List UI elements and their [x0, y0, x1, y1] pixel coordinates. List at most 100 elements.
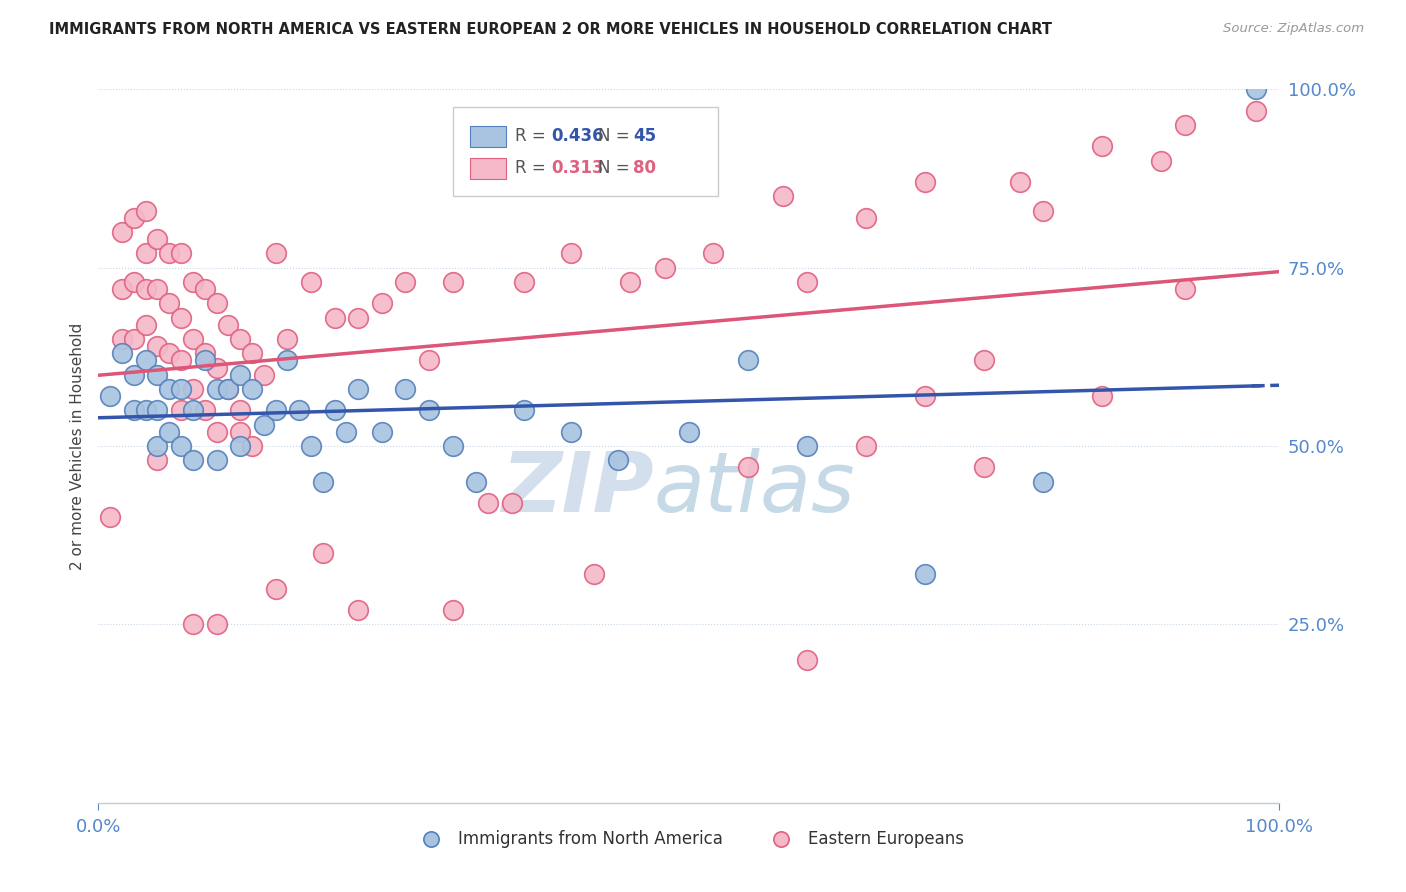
Point [181, 275, 204, 289]
Point [1091, 389, 1114, 403]
Point [702, 246, 724, 260]
Point [335, 425, 357, 439]
Point [264, 582, 287, 596]
Point [394, 382, 416, 396]
Point [146, 282, 169, 296]
Text: R =: R = [516, 128, 551, 145]
Point [229, 403, 252, 417]
Point [146, 339, 169, 353]
Point [205, 360, 228, 375]
Point [1008, 175, 1031, 189]
Point [560, 246, 582, 260]
Y-axis label: 2 or more Vehicles in Household: 2 or more Vehicles in Household [69, 322, 84, 570]
Point [122, 332, 145, 346]
Point [194, 403, 217, 417]
Point [299, 439, 322, 453]
Point [217, 318, 239, 332]
Point [441, 275, 464, 289]
Point [312, 475, 335, 489]
FancyBboxPatch shape [453, 107, 718, 196]
Point [122, 403, 145, 417]
Point [1150, 153, 1173, 168]
Point [418, 353, 440, 368]
Point [170, 246, 193, 260]
Point [122, 275, 145, 289]
Point [157, 425, 180, 439]
Point [276, 332, 298, 346]
Point [1032, 203, 1054, 218]
Point [194, 353, 217, 368]
Point [146, 439, 169, 453]
Point [914, 175, 936, 189]
Point [253, 368, 276, 382]
Point [737, 353, 759, 368]
Text: IMMIGRANTS FROM NORTH AMERICA VS EASTERN EUROPEAN 2 OR MORE VEHICLES IN HOUSEHOL: IMMIGRANTS FROM NORTH AMERICA VS EASTERN… [49, 22, 1052, 37]
Point [323, 403, 346, 417]
Point [1032, 475, 1054, 489]
Point [194, 346, 217, 360]
Point [619, 275, 641, 289]
Point [312, 546, 335, 560]
Point [299, 275, 322, 289]
Point [1244, 103, 1267, 118]
Point [737, 460, 759, 475]
Point [111, 282, 134, 296]
Point [135, 318, 157, 332]
Text: 80: 80 [634, 160, 657, 178]
Point [288, 403, 311, 417]
Point [229, 439, 252, 453]
Text: N =: N = [598, 128, 636, 145]
Text: ZIP: ZIP [501, 449, 654, 529]
Point [347, 382, 370, 396]
Point [1244, 82, 1267, 96]
Point [146, 453, 169, 467]
Point [111, 346, 134, 360]
Point [371, 425, 394, 439]
Text: 0.313: 0.313 [551, 160, 603, 178]
Point [194, 282, 217, 296]
Point [855, 211, 877, 225]
Point [157, 246, 180, 260]
Point [157, 296, 180, 310]
Point [796, 275, 818, 289]
Point [240, 346, 263, 360]
Point [347, 310, 370, 325]
Point [205, 617, 228, 632]
Point [560, 425, 582, 439]
Point [170, 310, 193, 325]
Point [111, 332, 134, 346]
Point [512, 275, 534, 289]
Point [217, 382, 239, 396]
Point [157, 346, 180, 360]
Point [217, 382, 239, 396]
Point [135, 203, 157, 218]
Point [796, 439, 818, 453]
Point [276, 353, 298, 368]
Point [654, 260, 676, 275]
Point [583, 567, 606, 582]
Text: 0.436: 0.436 [551, 128, 603, 145]
Point [253, 417, 276, 432]
Point [973, 353, 995, 368]
Point [135, 353, 157, 368]
Point [240, 382, 263, 396]
Point [170, 403, 193, 417]
Point [418, 403, 440, 417]
Point [170, 353, 193, 368]
Point [264, 403, 287, 417]
Point [181, 403, 204, 417]
Point [229, 368, 252, 382]
Point [796, 653, 818, 667]
Point [347, 603, 370, 617]
Point [441, 439, 464, 453]
Point [607, 453, 630, 467]
Point [205, 453, 228, 467]
Point [229, 332, 252, 346]
Point [501, 496, 523, 510]
Point [240, 439, 263, 453]
Point [678, 425, 700, 439]
Point [135, 246, 157, 260]
Point [855, 439, 877, 453]
Point [205, 382, 228, 396]
Point [111, 225, 134, 239]
